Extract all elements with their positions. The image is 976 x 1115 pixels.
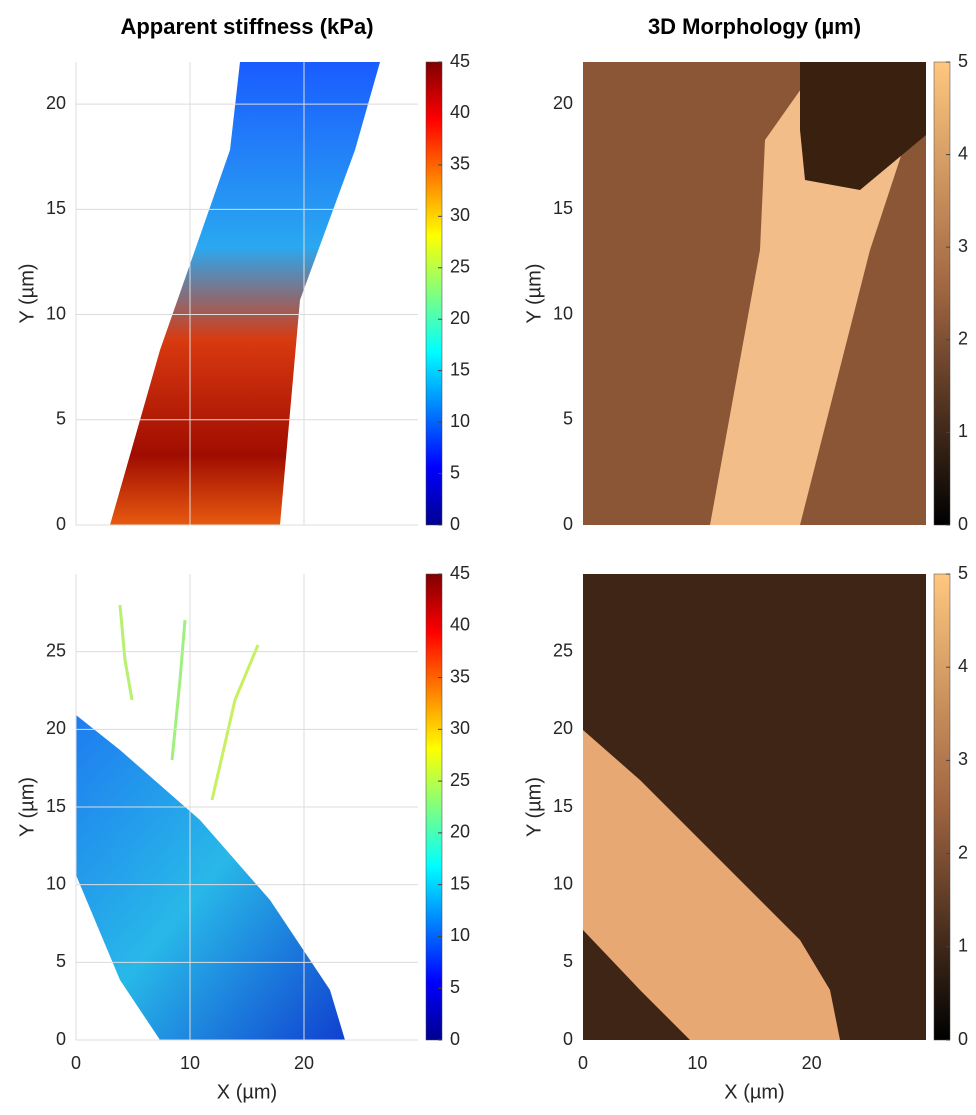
y-tick-label: 0 [56,1029,66,1049]
y-tick-label: 0 [56,514,66,534]
colorbar-tick-label: 20 [450,308,470,328]
x-tick-label: 10 [687,1053,707,1073]
colorbar-tick-label: 0 [450,1029,460,1049]
y-axis-label: Y (µm) [16,777,38,837]
colorbar-tick-label: 0 [450,514,460,534]
image-feature [583,730,840,1040]
colorbar-tick-label: 5 [958,563,968,583]
y-tick-label: 5 [56,409,66,429]
y-tick-label: 25 [553,640,573,660]
colorbar-tick-label: 35 [450,666,470,686]
image-feature [800,62,926,190]
colorbar-tick-label: 3 [958,236,968,256]
x-tick-label: 20 [294,1053,314,1073]
colorbar-tick-label: 10 [450,925,470,945]
y-tick-label: 0 [563,514,573,534]
colorbar [933,61,951,526]
x-tick-label: 20 [802,1053,822,1073]
y-tick-label: 15 [46,198,66,218]
colorbar [425,61,443,526]
colorbar-tick-label: 40 [450,102,470,122]
y-tick-label: 0 [563,1029,573,1049]
y-tick-label: 15 [553,796,573,816]
colorbar-tick-label: 30 [450,205,470,225]
colorbar-tick-label: 2 [958,329,968,349]
colorbar-tick-label: 20 [450,822,470,842]
x-tick-label: 0 [578,1053,588,1073]
colorbar-tick-label: 1 [958,421,968,441]
image-feature [110,62,380,525]
y-tick-label: 5 [563,951,573,971]
colorbar-tick-label: 25 [450,770,470,790]
y-tick-label: 10 [553,873,573,893]
colorbar-tick-label: 15 [450,359,470,379]
colorbar-tick-label: 3 [958,749,968,769]
y-tick-label: 10 [46,303,66,323]
colorbar-tick-label: 5 [450,462,460,482]
image-feature [210,644,260,801]
image-feature [170,619,187,761]
colorbar-tick-label: 4 [958,143,968,163]
colorbar-tick-label: 35 [450,154,470,174]
y-axis-label: Y (µm) [16,263,38,323]
colorbar-tick-label: 40 [450,615,470,635]
colorbar-tick-label: 0 [958,514,968,534]
x-tick-label: 10 [180,1053,200,1073]
colorbar-tick-label: 30 [450,718,470,738]
y-axis-label: Y (µm) [523,777,545,837]
y-tick-label: 10 [46,873,66,893]
colorbar-tick-label: 10 [450,411,470,431]
y-axis-label: Y (µm) [523,263,545,323]
colorbar [933,573,951,1041]
panel-title: 3D Morphology (µm) [648,14,861,39]
y-tick-label: 20 [553,718,573,738]
colorbar-tick-label: 1 [958,936,968,956]
x-tick-label: 0 [71,1053,81,1073]
y-tick-label: 25 [46,640,66,660]
image-feature [118,604,134,701]
y-tick-label: 20 [46,93,66,113]
panel-title: Apparent stiffness (kPa) [120,14,373,39]
colorbar-tick-label: 15 [450,873,470,893]
colorbar-tick-label: 25 [450,257,470,277]
colorbar-tick-label: 5 [450,977,460,997]
image-area [76,62,926,1040]
y-tick-label: 20 [553,93,573,113]
colorbar-tick-label: 4 [958,656,968,676]
y-tick-label: 15 [553,198,573,218]
image-feature [76,715,345,1040]
y-tick-label: 15 [46,796,66,816]
x-axis-label: X (µm) [724,1081,784,1103]
colorbar-tick-label: 0 [958,1029,968,1049]
colorbar-tick-label: 45 [450,51,470,71]
y-tick-label: 10 [553,303,573,323]
colorbar-tick-label: 45 [450,563,470,583]
colorbar [425,573,443,1041]
colorbar-tick-label: 5 [958,51,968,71]
x-axis-label: X (µm) [217,1081,277,1103]
y-tick-label: 20 [46,718,66,738]
y-tick-label: 5 [56,951,66,971]
y-tick-label: 5 [563,409,573,429]
colorbar-tick-label: 2 [958,842,968,862]
